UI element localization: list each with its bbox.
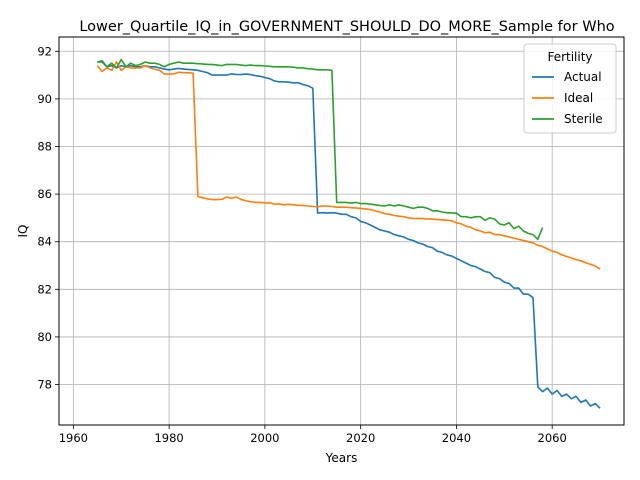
legend-title: Fertility [547,50,592,64]
legend-label-sterile: Sterile [564,112,603,126]
x-tick-label: 2000 [250,431,279,445]
y-tick-label: 78 [37,378,52,392]
series-lines [96,58,601,409]
y-tick-label: 84 [37,235,52,249]
x-tick-label: 2040 [442,431,471,445]
legend-label-actual: Actual [564,70,602,84]
series-line-ideal [96,61,601,270]
y-tick-label: 88 [37,139,52,153]
y-tick-label: 82 [37,282,52,296]
x-tick-label: 2020 [346,431,375,445]
series-line-actual [97,61,601,409]
axes-frame [58,36,625,426]
y-axis-label: IQ [16,225,30,238]
y-tick-label: 90 [37,92,52,106]
axis-ticks: 1960 1980 2000 2020 2040 2060 78 80 82 84 86 88 90 92 [37,44,566,445]
x-axis-label: Years [325,451,358,465]
y-tick-label: 86 [37,187,52,201]
series-line-sterile [97,58,544,241]
legend: Fertility Actual Ideal Sterile [523,43,617,134]
y-tick-label: 80 [37,330,52,344]
chart-title: Lower_Quartile_IQ_in_GOVERNMENT_SHOULD_D… [79,19,614,35]
x-tick-label: 2060 [538,431,567,445]
x-tick-label: 1960 [59,431,88,445]
legend-label-ideal: Ideal [564,91,593,105]
y-tick-label: 92 [37,44,52,58]
x-tick-label: 1980 [154,431,183,445]
legend-box [523,43,617,134]
